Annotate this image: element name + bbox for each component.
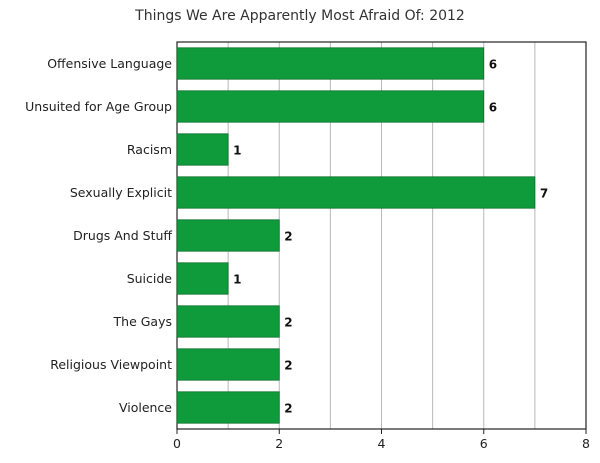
category-label: Suicide <box>127 271 173 286</box>
bar <box>176 348 280 381</box>
x-tick-label: 4 <box>378 436 386 451</box>
x-tick-label: 2 <box>275 436 283 451</box>
category-label: Religious Viewpoint <box>50 357 172 372</box>
category-label: Violence <box>119 400 172 415</box>
category-label: Offensive Language <box>47 56 172 71</box>
bar <box>176 391 280 424</box>
data-label: 7 <box>540 187 548 201</box>
data-label: 2 <box>284 316 292 330</box>
data-label: 2 <box>284 230 292 244</box>
bar <box>176 262 229 295</box>
data-label: 1 <box>233 144 241 158</box>
bar <box>176 47 485 80</box>
category-label: Racism <box>127 142 172 157</box>
data-label: 2 <box>284 402 292 416</box>
data-label: 1 <box>233 273 241 287</box>
bar <box>176 133 229 166</box>
bar <box>176 176 536 209</box>
x-tick-label: 8 <box>582 436 590 451</box>
x-tick-label: 6 <box>480 436 488 451</box>
bar <box>176 305 280 338</box>
category-label: Unsuited for Age Group <box>25 99 172 114</box>
category-label: The Gays <box>113 314 172 329</box>
chart-title: Things We Are Apparently Most Afraid Of:… <box>135 8 465 24</box>
bar <box>176 90 485 123</box>
data-label: 2 <box>284 359 292 373</box>
data-label: 6 <box>489 58 497 72</box>
category-label: Sexually Explicit <box>70 185 172 200</box>
category-label: Drugs And Stuff <box>73 228 172 243</box>
data-label: 6 <box>489 101 497 115</box>
bar <box>176 219 280 252</box>
x-tick-label: 0 <box>173 436 181 451</box>
